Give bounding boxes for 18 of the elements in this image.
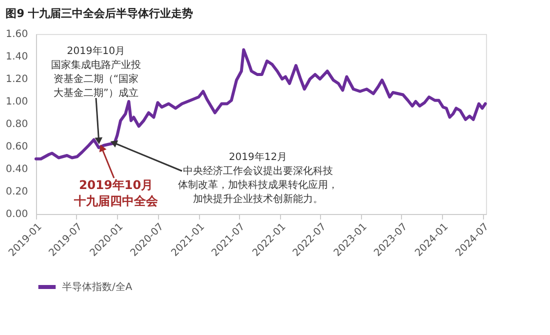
y-tick-label: 0.00	[6, 209, 28, 220]
y-tick-label: 0.80	[6, 119, 28, 130]
annotation: 十九届四中全会	[73, 194, 159, 208]
y-tick-label: 1.00	[6, 96, 28, 108]
annotation: 国家集成电路产业投资基金二期（“国家大基金二期”）成立	[51, 59, 141, 99]
annotation: 2019年10月	[66, 45, 126, 57]
y-tick-label: 0.40	[6, 164, 28, 175]
chart-title: 图9 十九届三中全会后半导体行业走势	[6, 7, 194, 20]
annotation: 中央经济工作会议提出要深化科技体制改革，加快科技成果转化应用，加快提升企业技术创新能力。	[178, 165, 338, 205]
annotation: 2019年12月	[228, 151, 288, 163]
legend-label: 半导体指数/全A	[62, 281, 132, 293]
annotation: 2019年10月	[78, 178, 154, 192]
y-tick-label: 1.60	[6, 29, 28, 40]
y-tick-label: 1.40	[6, 52, 28, 62]
y-tick-label: 0.20	[6, 186, 28, 198]
line-series	[34, 48, 487, 160]
y-tick-label: 0.60	[6, 142, 28, 152]
y-tick-label: 1.20	[6, 74, 28, 85]
